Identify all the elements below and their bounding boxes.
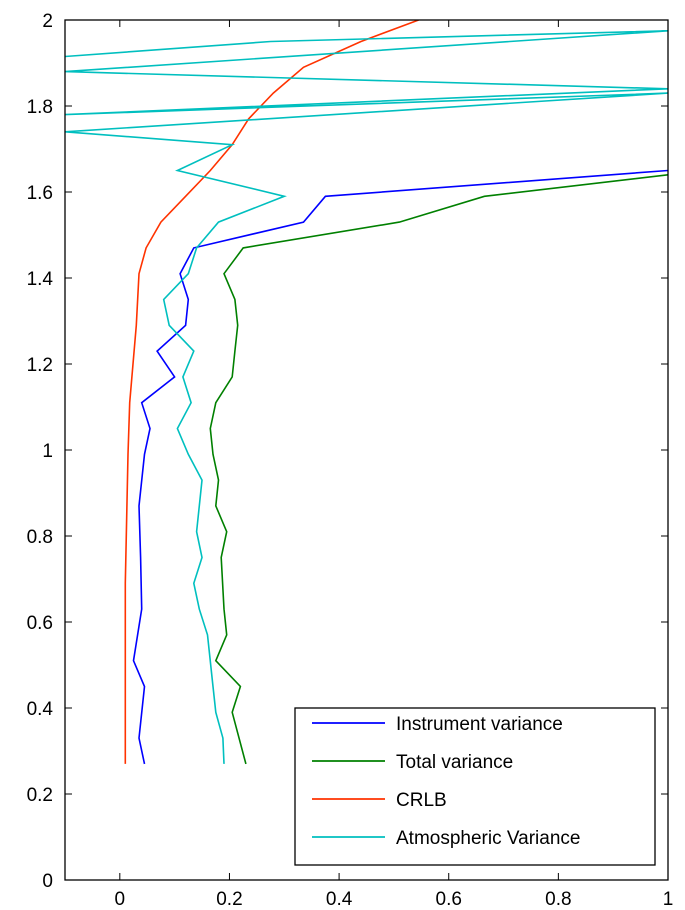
x-tick-label: 0.6: [436, 889, 462, 910]
series-line-0: [132, 169, 668, 765]
legend-box: [294, 707, 656, 866]
y-tick-label: 0.2: [27, 785, 53, 806]
series-line-1: [209, 174, 668, 765]
x-tick-label: 0.8: [545, 889, 571, 910]
series-layer: [65, 20, 668, 765]
legend-label-3: Atmospheric Variance: [396, 828, 580, 849]
y-tick-label: 0.6: [27, 613, 53, 634]
y-tick-label: 1: [42, 441, 53, 462]
legend-label-0: Instrument variance: [396, 714, 563, 735]
y-tick-label: 0.8: [27, 527, 53, 548]
x-tick-label: 0.4: [326, 889, 353, 910]
axis-ticks: 0 0.2 0.4 0.6 0.8 1 0 0.2 0.4 0.6 0.8 1 1.2 1.4 1.6 1.8…: [27, 11, 674, 910]
y-tick-label: 0: [42, 871, 53, 892]
x-tick-label: 0: [115, 889, 126, 910]
x-tick-label: 0.2: [216, 889, 242, 910]
y-tick-label: 0.4: [27, 699, 54, 720]
legend: Instrument variance Total variance CRLB Atm…: [294, 707, 656, 866]
y-tick-label: 1.6: [27, 183, 53, 204]
y-tick-label: 1.2: [27, 355, 53, 376]
legend-label-1: Total variance: [396, 752, 513, 773]
legend-label-2: CRLB: [396, 790, 447, 811]
y-tick-label: 2: [42, 11, 53, 32]
series-line-3: [65, 30, 668, 764]
y-tick-label: 1.8: [27, 97, 53, 118]
series-line-2: [124, 20, 419, 764]
y-tick-label: 1.4: [27, 269, 54, 290]
x-tick-label: 1: [663, 889, 674, 910]
